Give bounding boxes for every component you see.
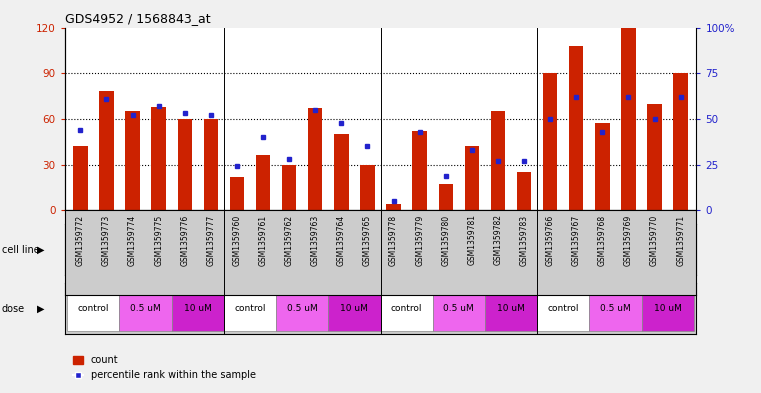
Text: 10 uM: 10 uM <box>497 304 525 313</box>
Text: control: control <box>547 304 579 313</box>
Text: GSM1359777: GSM1359777 <box>206 215 215 266</box>
Bar <box>491 111 505 210</box>
Text: GSM1359764: GSM1359764 <box>337 215 345 266</box>
Text: GSM1359774: GSM1359774 <box>128 215 137 266</box>
Text: GSM1359767: GSM1359767 <box>572 215 581 266</box>
Bar <box>621 28 635 210</box>
Text: control: control <box>78 304 109 313</box>
Text: GDS4952 / 1568843_at: GDS4952 / 1568843_at <box>65 12 210 25</box>
Bar <box>537 226 694 273</box>
Bar <box>465 146 479 210</box>
Text: GSM1359780: GSM1359780 <box>441 215 451 266</box>
Bar <box>230 177 244 210</box>
Text: GSM1359781: GSM1359781 <box>467 215 476 266</box>
Bar <box>126 111 140 210</box>
Text: PC3: PC3 <box>449 244 469 255</box>
Bar <box>569 46 584 210</box>
Bar <box>537 285 589 332</box>
Text: LNCAP: LNCAP <box>129 244 163 255</box>
Bar <box>67 285 119 332</box>
Bar <box>256 155 270 210</box>
Bar <box>438 184 453 210</box>
Bar <box>224 285 276 332</box>
Bar <box>73 146 88 210</box>
Text: GSM1359766: GSM1359766 <box>546 215 555 266</box>
Bar <box>204 119 218 210</box>
Text: VCAP: VCAP <box>601 244 629 255</box>
Text: 0.5 uM: 0.5 uM <box>130 304 161 313</box>
Bar <box>360 165 374 210</box>
Bar <box>99 92 113 210</box>
Bar <box>282 165 296 210</box>
Bar <box>589 285 642 332</box>
Bar <box>308 108 323 210</box>
Text: 0.5 uM: 0.5 uM <box>444 304 474 313</box>
Bar <box>380 226 537 273</box>
Bar <box>67 226 224 273</box>
Text: GSM1359783: GSM1359783 <box>520 215 529 266</box>
Bar <box>119 285 172 332</box>
Text: 10 uM: 10 uM <box>654 304 682 313</box>
Text: dose: dose <box>2 303 24 314</box>
Text: control: control <box>234 304 266 313</box>
Text: GSM1359773: GSM1359773 <box>102 215 111 266</box>
Bar <box>328 285 380 332</box>
Bar <box>387 204 401 210</box>
Text: GSM1359762: GSM1359762 <box>285 215 294 266</box>
Text: GSM1359772: GSM1359772 <box>76 215 84 266</box>
Bar <box>595 123 610 210</box>
Text: GSM1359769: GSM1359769 <box>624 215 633 266</box>
Text: GSM1359765: GSM1359765 <box>363 215 372 266</box>
Bar <box>380 285 433 332</box>
Text: GSM1359775: GSM1359775 <box>154 215 163 266</box>
Text: cell line: cell line <box>2 244 40 255</box>
Text: GSM1359779: GSM1359779 <box>416 215 424 266</box>
Bar <box>485 285 537 332</box>
Text: GSM1359768: GSM1359768 <box>598 215 607 266</box>
Text: 0.5 uM: 0.5 uM <box>600 304 631 313</box>
Bar <box>151 107 166 210</box>
Bar <box>412 131 427 210</box>
Bar <box>334 134 349 210</box>
Text: GSM1359782: GSM1359782 <box>493 215 502 266</box>
Bar <box>172 285 224 332</box>
Legend: count, percentile rank within the sample: count, percentile rank within the sample <box>69 352 260 384</box>
Text: GSM1359778: GSM1359778 <box>389 215 398 266</box>
Text: GSM1359761: GSM1359761 <box>259 215 268 266</box>
Bar <box>673 73 688 210</box>
Bar <box>517 172 531 210</box>
Text: 10 uM: 10 uM <box>340 304 368 313</box>
Text: ▶: ▶ <box>37 244 45 255</box>
Bar <box>543 73 557 210</box>
Text: ▶: ▶ <box>37 303 45 314</box>
Bar <box>433 285 485 332</box>
Text: GSM1359760: GSM1359760 <box>232 215 241 266</box>
Text: 0.5 uM: 0.5 uM <box>287 304 317 313</box>
Text: GSM1359771: GSM1359771 <box>677 215 685 266</box>
Text: NCIH660: NCIH660 <box>279 244 325 255</box>
Bar <box>276 285 328 332</box>
Text: control: control <box>391 304 422 313</box>
Text: GSM1359770: GSM1359770 <box>650 215 659 266</box>
Bar <box>224 226 380 273</box>
Bar <box>648 104 662 210</box>
Text: 10 uM: 10 uM <box>184 304 212 313</box>
Text: GSM1359763: GSM1359763 <box>310 215 320 266</box>
Text: GSM1359776: GSM1359776 <box>180 215 189 266</box>
Bar <box>177 119 192 210</box>
Bar <box>642 285 694 332</box>
